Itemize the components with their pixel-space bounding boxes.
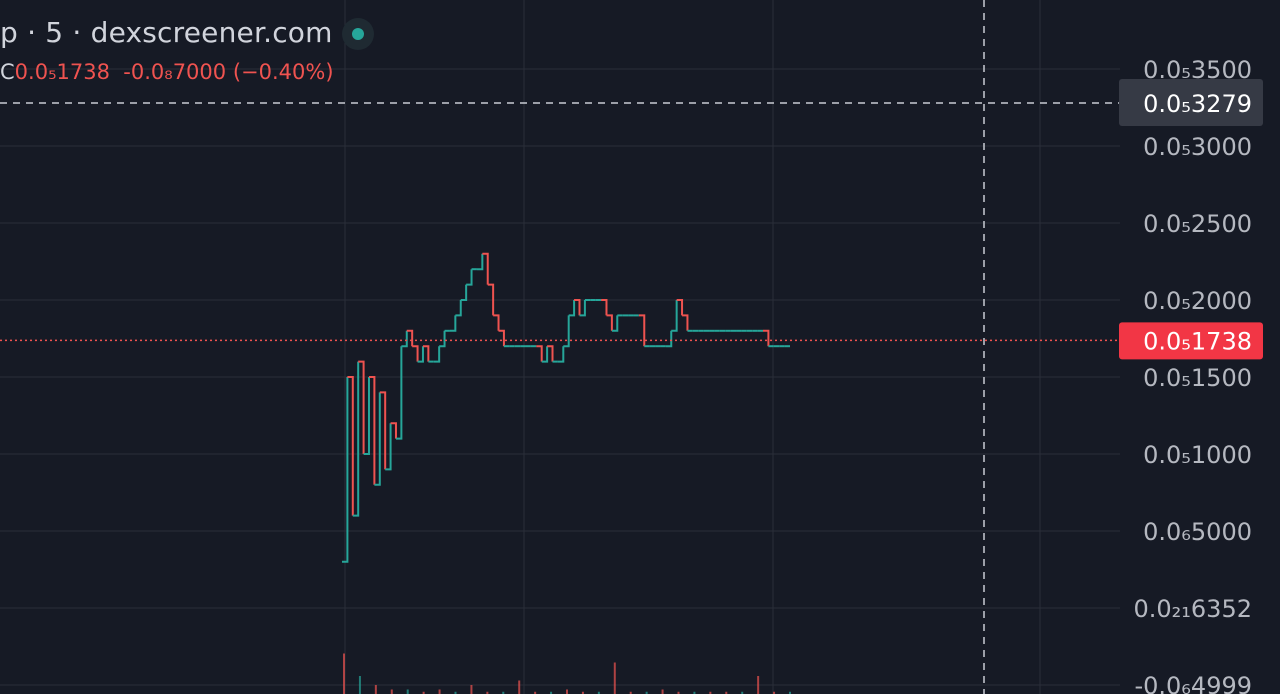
price-segment [676,299,684,316]
price-segment [422,345,430,362]
price-segment [358,360,365,454]
axis-tick-label: 0.0₅2000 [1143,287,1252,315]
chart-title: p · 5 · dexscreener.com [0,16,333,49]
price-segment [638,314,646,347]
last-price-tag-bg [1119,322,1263,360]
price-segment [417,346,424,363]
price-segment [363,377,370,455]
price-segment [498,329,505,347]
ohlc-legend: C0.0₅1738 -0.0₈7000 (−0.40%) [0,60,334,84]
ohlc-change-pct: (−0.40%) [232,60,334,84]
price-segment [401,330,408,348]
axis-tick-label: 0.0₆5000 [1143,518,1252,546]
price-segment [682,314,689,331]
chart-grid [0,0,1120,694]
chart-header: p · 5 · dexscreener.com [0,16,333,49]
price-segment [460,284,468,301]
crosshair-price-tag: 0.0₅3279 [1119,79,1263,127]
price-segment [601,299,608,316]
ohlc-close-label: C [0,60,15,84]
axis-tick-label: 0.0₅1500 [1143,364,1252,392]
price-segment [665,330,673,348]
price-segment [466,269,473,286]
price-segment [536,345,543,362]
price-segment [342,377,349,563]
price-segment [476,253,484,271]
price-segment [574,299,581,316]
last-price-tag-text: 0.0₅1738 [1143,327,1252,355]
axis-tick-label: -0.0₆4999 [1134,672,1252,694]
price-segment [611,315,619,332]
price-segment [455,300,462,317]
price-segment [439,330,446,348]
axis-tick-label: 0.0₅1000 [1143,441,1252,469]
price-segment [763,329,770,347]
price-series [342,252,790,563]
last-price-tag: 0.0₅1738 [1119,322,1263,360]
price-segment [541,346,549,363]
axis-tick-label: 0.0₅3000 [1143,133,1252,161]
price-segment [406,329,414,347]
price-segment [482,252,489,285]
price-segment [568,300,576,317]
price-segment [412,345,419,362]
price-segment [379,391,387,470]
price-segment [352,361,360,517]
ohlc-change: -0.0₈7000 [123,60,227,84]
crosshair-tag-text: 0.0₅3279 [1143,90,1252,118]
price-segment [368,376,376,485]
live-status-icon [342,18,374,50]
price-segment [395,346,403,440]
price-segment [493,314,500,331]
price-segment [449,315,457,332]
price-segment [433,346,441,363]
price-axis: 0.0₅35000.0₅30000.0₅25000.0₅20000.0₅1500… [1134,56,1253,694]
price-segment [557,346,565,363]
price-segment [579,300,586,317]
price-segment [547,345,554,362]
price-segment [487,283,495,316]
price-segment [385,423,392,471]
price-segment [374,392,381,486]
crosshair-tag-bg [1119,79,1263,127]
volume-bars [343,653,791,694]
price-segment [390,422,397,439]
axis-tick-label: 0.0₅2500 [1143,210,1252,238]
axis-tick-label: 0.0₂₁6352 [1134,595,1253,623]
price-segment [606,314,613,331]
price-segment [347,376,354,516]
price-segment [563,315,570,348]
price-segment [671,300,678,332]
ohlc-close-value: 0.0₅1738 [14,60,110,84]
